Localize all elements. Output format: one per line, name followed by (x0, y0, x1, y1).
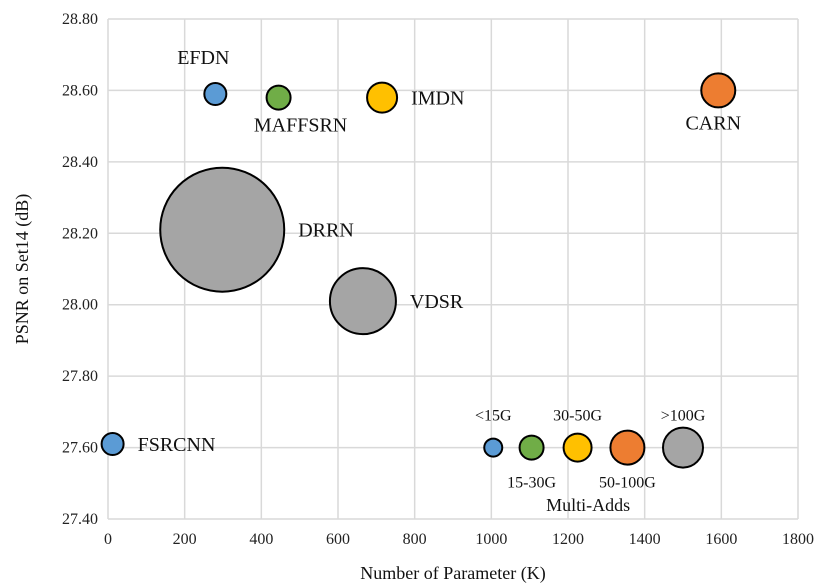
bubble-carn (700, 72, 737, 109)
legend-label: 30-50G (553, 408, 602, 425)
point-label-imdn: IMDN (411, 88, 464, 110)
y-axis-title: PSNR on Set14 (dB) (12, 194, 33, 345)
point-label-carn: CARN (685, 112, 741, 134)
bubble-fsrcnn (100, 432, 125, 456)
x-tick-label: 600 (326, 531, 350, 548)
bubble-maffsrn (265, 84, 292, 111)
y-tick-label: 28.80 (62, 11, 98, 28)
grid (107, 18, 799, 520)
legend-label: 50-100G (599, 475, 656, 492)
point-label-vdsr: VDSR (410, 291, 464, 313)
x-tick-label: 1800 (782, 531, 814, 548)
y-tick-label: 28.20 (62, 225, 98, 242)
point-label-efdn: EFDN (177, 47, 229, 69)
x-tick-label: 1400 (629, 531, 661, 548)
point-label-fsrcnn: FSRCNN (138, 434, 216, 456)
bubble-drrn (159, 166, 286, 293)
bubble-vdsr (328, 267, 397, 336)
legend-label: <15G (475, 408, 512, 425)
x-tick-label: 800 (403, 531, 427, 548)
legend-bubble (483, 437, 504, 458)
x-tick-label: 1600 (705, 531, 737, 548)
size-legend-title: Multi-Adds (546, 495, 630, 515)
x-tick-label: 400 (249, 531, 273, 548)
data-points: EFDN MAFFSRN IMDN CARN DRRN VDSR FSRCNN (100, 47, 741, 456)
y-tick-label: 27.60 (62, 440, 98, 457)
legend-bubble (518, 434, 545, 461)
y-tick-label: 28.00 (62, 297, 98, 314)
legend-bubble (562, 432, 593, 463)
y-tick-label: 27.40 (62, 511, 98, 528)
bubble-efdn (203, 82, 228, 106)
legend-bubble (609, 429, 646, 466)
legend-bubble (662, 426, 704, 469)
tick-labels: 0 200 400 600 800 1000 1200 1400 1600 1800 27.40 27… (62, 11, 814, 548)
size-legend: <15G 15-30G 30-50G 50-100G >100G (475, 408, 706, 492)
y-tick-label: 28.60 (62, 82, 98, 99)
bubble-imdn (366, 81, 399, 114)
point-label-maffsrn: MAFFSRN (254, 115, 347, 137)
legend-label: >100G (661, 408, 706, 425)
x-tick-label: 200 (173, 531, 197, 548)
x-tick-label: 1000 (475, 531, 507, 548)
x-tick-label: 0 (104, 531, 112, 548)
y-tick-label: 27.80 (62, 368, 98, 385)
x-axis-title: Number of Parameter (K) (360, 563, 545, 584)
legend-label: 15-30G (507, 475, 556, 492)
point-label-drrn: DRRN (298, 220, 354, 242)
x-tick-label: 1200 (552, 531, 584, 548)
y-tick-label: 28.40 (62, 154, 98, 171)
